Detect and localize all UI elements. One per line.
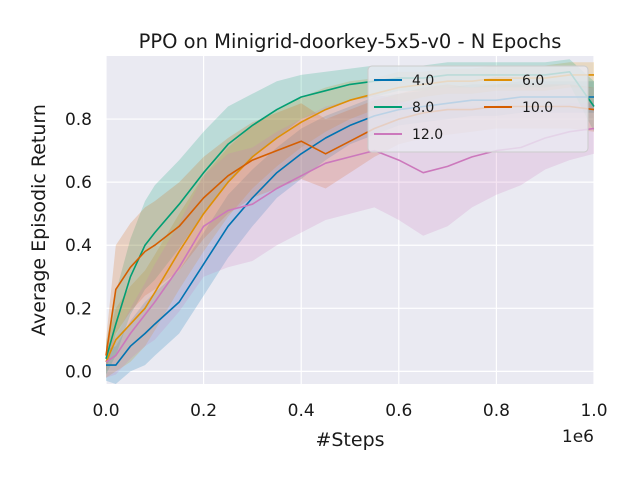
y-tick-label: 0.0 — [65, 362, 92, 382]
legend-label-8.0: 8.0 — [412, 100, 434, 116]
x-tick-label: 0.8 — [483, 401, 510, 421]
legend: 4.0 6.0 8.0 10.0 12.0 — [367, 65, 589, 153]
legend-label-4.0: 4.0 — [412, 73, 434, 89]
y-axis-label: Average Episodic Return — [28, 104, 50, 336]
legend-label-6.0: 6.0 — [522, 73, 544, 89]
y-tick-label: 0.4 — [65, 236, 92, 256]
band-series-12.0 — [106, 93, 594, 378]
y-tick-label: 0.8 — [65, 110, 92, 130]
legend-frame — [367, 65, 589, 153]
x-axis-label: #Steps — [315, 429, 384, 451]
band-series-10.0 — [106, 84, 594, 372]
y-tick-label: 0.2 — [65, 299, 92, 319]
legend-label-10.0: 10.0 — [522, 100, 553, 116]
chart-title: PPO on Minigrid-doorkey-5x5-v0 - N Epoch… — [139, 30, 562, 53]
band-series-8.0 — [106, 59, 594, 375]
y-ticks: 0.0 0.2 0.4 0.6 0.8 — [65, 110, 92, 382]
x-tick-label: 0.0 — [92, 401, 119, 421]
x-tick-label: 0.6 — [385, 401, 412, 421]
x-axis-offset-label: 1e6 — [562, 427, 594, 447]
legend-label-12.0: 12.0 — [412, 127, 443, 143]
x-tick-label: 1.0 — [580, 401, 607, 421]
x-tick-label: 0.2 — [190, 401, 217, 421]
y-tick-label: 0.6 — [65, 173, 92, 193]
band-series-6.0 — [106, 62, 594, 378]
x-ticks: 0.0 0.2 0.4 0.6 0.8 1.0 — [92, 401, 607, 421]
x-tick-label: 0.4 — [288, 401, 315, 421]
